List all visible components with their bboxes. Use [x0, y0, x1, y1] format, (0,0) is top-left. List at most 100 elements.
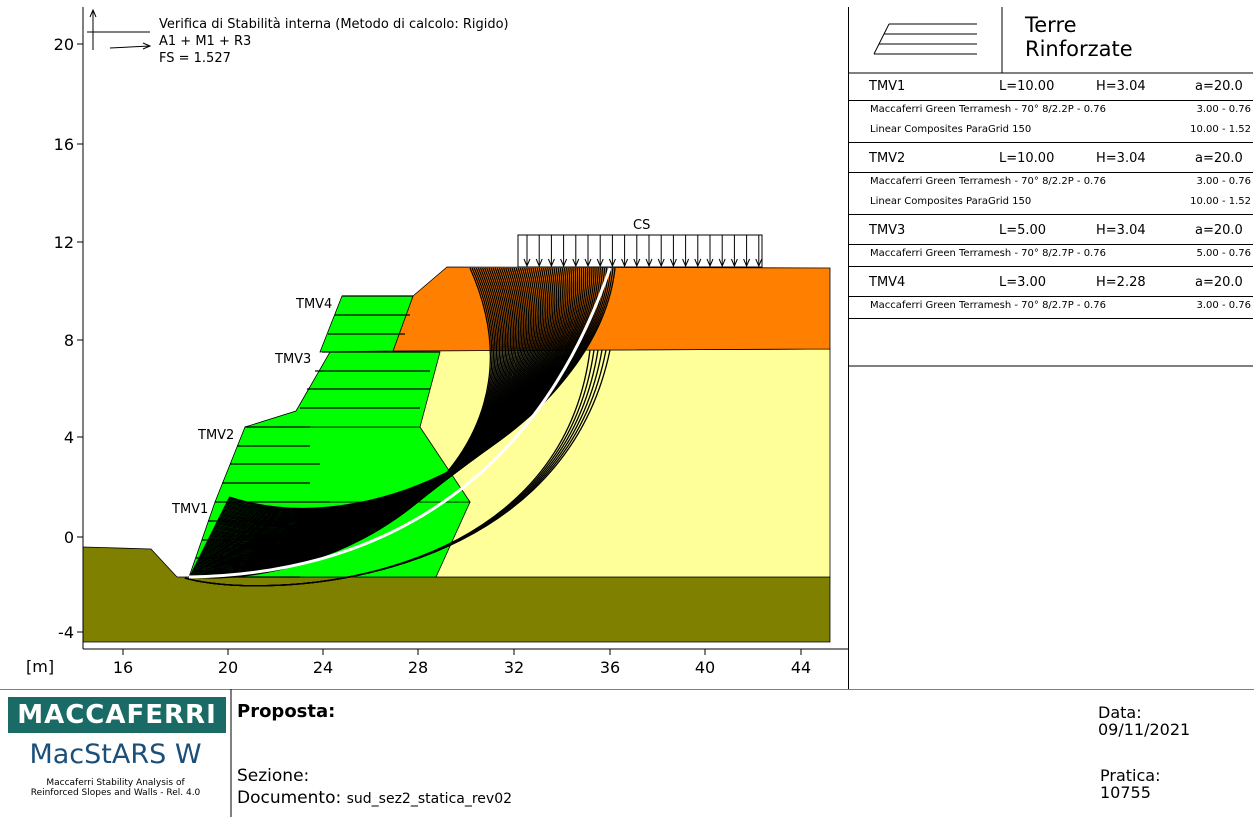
row-name: TMV3 — [869, 223, 906, 238]
reinforcement-row-tmv1: TMV1 L=10.00 H=3.04 a=20.0 — [849, 73, 1253, 101]
y-tick-label: 8 — [64, 331, 74, 350]
load-arrowhead — [743, 258, 751, 268]
row-separator — [849, 214, 1253, 215]
surcharge-load — [517, 234, 763, 268]
load-arrowhead — [584, 258, 592, 268]
reinforced-soil-icon — [873, 23, 977, 55]
panel-title-line1: Terre — [1025, 13, 1077, 37]
load-arrowhead — [523, 258, 531, 268]
load-arrowhead — [560, 258, 568, 268]
reinforcement-item: Maccaferri Green Terramesh - 70° 8/2.7P … — [849, 300, 1253, 316]
y-tick-label: 16 — [54, 135, 74, 154]
date-label: Data: — [1098, 703, 1142, 722]
row-name: TMV2 — [869, 151, 906, 166]
item-description: Linear Composites ParaGrid 150 — [870, 124, 1032, 135]
product-subtitle-line1: Maccaferri Stability Analysis of — [46, 778, 185, 788]
item-description: Linear Composites ParaGrid 150 — [870, 196, 1032, 207]
proposta-label: Proposta: — [237, 701, 336, 722]
label-tmv2: TMV2 — [197, 428, 234, 443]
row-a: a=20.0 — [1195, 151, 1243, 166]
pratica-block: Pratica: 10755 — [1100, 767, 1160, 801]
item-value: 10.00 - 1.52 — [1190, 196, 1251, 207]
brand-logo: MACCAFERRI — [8, 697, 226, 733]
date-value: 09/11/2021 — [1098, 720, 1191, 739]
load-label: CS — [633, 218, 650, 233]
row-L: L=3.00 — [999, 275, 1047, 290]
row-a: a=20.0 — [1195, 275, 1243, 290]
load-arrowhead — [682, 258, 690, 268]
load-arrowhead — [718, 258, 726, 268]
documento-value: sud_sez2_statica_rev02 — [346, 791, 513, 807]
title-block: MACCAFERRI MacStARS W Maccaferri Stabili… — [0, 689, 1254, 817]
item-description: Maccaferri Green Terramesh - 70° 8/2.2P … — [870, 176, 1106, 187]
row-separator — [849, 266, 1253, 267]
title-block-frame — [0, 689, 1254, 817]
unit-label: [m] — [26, 657, 54, 676]
load-arrowhead — [596, 258, 604, 268]
load-arrowhead — [547, 258, 555, 268]
slip-surface — [184, 349, 611, 587]
x-tick-label: 36 — [600, 658, 620, 677]
x-tick-label: 20 — [218, 658, 238, 677]
load-arrowhead — [535, 258, 543, 268]
item-value: 5.00 - 0.76 — [1196, 248, 1252, 259]
label-tmv3: TMV3 — [274, 352, 311, 367]
product-subtitle-line2: Reinforced Slopes and Walls - Rel. 4.0 — [30, 788, 201, 798]
load-arrowhead — [706, 258, 714, 268]
load-combination: A1 + M1 + R3 — [159, 34, 251, 49]
row-separator — [849, 142, 1253, 143]
item-value: 10.00 - 1.52 — [1190, 124, 1251, 135]
row-H: H=3.04 — [1096, 79, 1146, 94]
product-name: MacStARS W — [29, 739, 202, 770]
direction-arrows-icon — [87, 8, 152, 50]
row-name: TMV1 — [869, 79, 906, 94]
reinforcement-item: Maccaferri Green Terramesh - 70° 8/2.7P … — [849, 248, 1253, 264]
row-a: a=20.0 — [1195, 79, 1243, 94]
label-tmv1: TMV1 — [171, 502, 208, 517]
item-value: 3.00 - 0.76 — [1196, 300, 1252, 311]
row-H: H=3.04 — [1096, 151, 1146, 166]
reinforcement-item: Linear Composites ParaGrid 150 10.00 - 1.… — [849, 124, 1253, 140]
stability-plot: CS TMV1 TMV2 TMV3 TMV4 16 20 24 28 32 36 40 44 … — [26, 7, 848, 677]
x-axis-ticks: 16 20 24 28 32 36 40 44 — [113, 649, 811, 677]
load-arrowhead — [645, 258, 653, 268]
load-arrowhead — [608, 258, 616, 268]
load-arrowhead — [633, 258, 641, 268]
documento-label: Documento: — [237, 788, 342, 808]
row-L: L=5.00 — [999, 223, 1047, 238]
item-description: Maccaferri Green Terramesh - 70° 8/2.7P … — [870, 300, 1106, 311]
reinforcement-item: Maccaferri Green Terramesh - 70° 8/2.2P … — [849, 104, 1253, 120]
x-tick-label: 44 — [791, 658, 811, 677]
load-arrowhead — [621, 258, 629, 268]
reinforcement-row-tmv3: TMV3 L=5.00 H=3.04 a=20.0 — [849, 217, 1253, 245]
safety-factor: FS = 1.527 — [159, 51, 231, 66]
row-a: a=20.0 — [1195, 223, 1243, 238]
reinforcement-row-tmv2: TMV2 L=10.00 H=3.04 a=20.0 — [849, 145, 1253, 173]
pratica-value: 10755 — [1100, 783, 1151, 802]
x-tick-label: 32 — [504, 658, 524, 677]
load-arrowhead — [694, 258, 702, 268]
product-subtitle: Maccaferri Stability Analysis of Reinfor… — [0, 778, 231, 798]
panel-title-line2: Rinforzate — [1025, 37, 1133, 61]
row-name: TMV4 — [869, 275, 906, 290]
load-arrowhead — [657, 258, 665, 268]
y-tick-label: 0 — [64, 528, 74, 547]
date-block: Data: 09/11/2021 — [1098, 704, 1190, 738]
x-tick-label: 24 — [313, 658, 333, 677]
panel-title: Terre Rinforzate — [1025, 13, 1133, 61]
y-tick-label: -4 — [58, 623, 74, 642]
reinforcement-item: Maccaferri Green Terramesh - 70° 8/2.2P … — [849, 176, 1253, 192]
axes — [82, 7, 848, 650]
pratica-label: Pratica: — [1100, 766, 1161, 785]
load-arrowhead — [755, 258, 763, 268]
row-L: L=10.00 — [999, 79, 1055, 94]
load-arrowhead — [669, 258, 677, 268]
documento-row: Documento: sud_sez2_statica_rev02 — [237, 788, 512, 808]
item-value: 3.00 - 0.76 — [1196, 176, 1252, 187]
reinforcement-item: Linear Composites ParaGrid 150 10.00 - 1.… — [849, 196, 1253, 212]
label-tmv4: TMV4 — [295, 297, 332, 312]
item-description: Maccaferri Green Terramesh - 70° 8/2.7P … — [870, 248, 1106, 259]
row-H: H=2.28 — [1096, 275, 1146, 290]
slip-surface — [228, 267, 616, 509]
row-H: H=3.04 — [1096, 223, 1146, 238]
